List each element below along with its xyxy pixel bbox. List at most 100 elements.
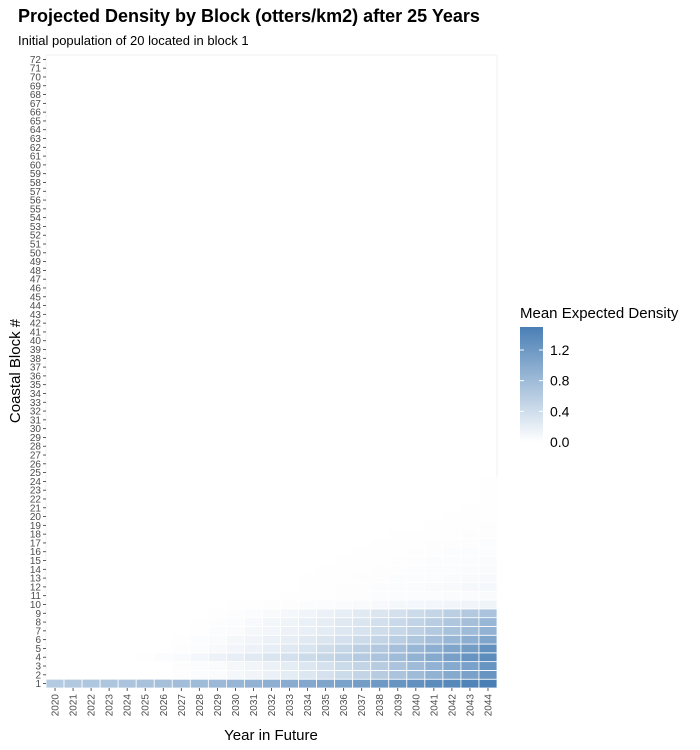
y-tick-label: 48: [30, 266, 42, 277]
heatmap-cell: [442, 511, 462, 522]
heatmap-cell: [298, 643, 317, 654]
heatmap-cell: [135, 652, 155, 663]
heatmap-cell: [352, 643, 372, 654]
heatmap-cell: [460, 546, 480, 557]
heatmap-cell: [424, 590, 444, 601]
heatmap-cell: [334, 599, 354, 610]
heatmap-cell: [460, 590, 480, 601]
heatmap-cell: [352, 661, 372, 671]
heatmap-cell: [225, 652, 245, 663]
heatmap-cell: [334, 670, 354, 680]
x-tick-label: 2024: [123, 694, 134, 717]
heatmap-cell: [478, 617, 498, 627]
heatmap-cell: [280, 599, 299, 610]
heatmap-cell: [442, 590, 462, 601]
x-tick-label: 2039: [393, 694, 404, 717]
heatmap-cell: [424, 573, 444, 583]
heatmap-cell: [370, 670, 390, 680]
heatmap-cell: [460, 520, 480, 531]
y-tick-label: 15: [30, 556, 42, 567]
y-tick-label: 5: [35, 644, 41, 655]
y-tick-label: 8: [35, 618, 41, 629]
heatmap-cell: [442, 573, 462, 583]
heatmap-cell: [189, 634, 209, 645]
heatmap-cell: [262, 634, 281, 645]
y-tick-label: 55: [30, 204, 42, 215]
heatmap-cell: [225, 599, 245, 610]
x-tick-label: 2038: [375, 694, 386, 717]
heatmap-cell: [225, 670, 245, 680]
heatmap-cell: [478, 599, 498, 610]
heatmap-cell: [388, 617, 408, 627]
heatmap-cell: [370, 599, 390, 610]
x-tick-label: 2043: [465, 694, 476, 717]
heatmap-cell: [388, 599, 408, 610]
heatmap-cell: [406, 661, 426, 671]
heatmap-cell: [280, 670, 299, 680]
heatmap-cell: [334, 626, 354, 636]
heatmap-cell: [225, 617, 245, 627]
heatmap-cell: [280, 661, 299, 671]
heatmap-cell: [442, 555, 462, 566]
heatmap-cell: [388, 652, 408, 663]
heatmap-cell: [478, 643, 498, 654]
heatmap-cell: [352, 564, 372, 575]
legend-title: Mean Expected Density: [520, 305, 679, 322]
heatmap-cell: [478, 678, 498, 689]
y-tick-label: 12: [30, 582, 42, 593]
heatmap-cell: [406, 634, 426, 645]
heatmap-cell: [207, 670, 227, 680]
heatmap-cell: [316, 564, 336, 575]
y-tick-label: 61: [30, 152, 42, 163]
heatmap-cell: [225, 678, 245, 689]
heatmap-cell: [280, 634, 299, 645]
y-tick-label: 11: [31, 591, 42, 602]
heatmap-cell: [478, 511, 498, 522]
heatmap-cell: [370, 626, 390, 636]
y-tick-label: 29: [30, 433, 42, 444]
y-tick-label: 28: [30, 442, 42, 453]
heatmap-cell: [460, 511, 480, 522]
heatmap-cell: [352, 555, 372, 566]
heatmap-cell: [262, 652, 281, 663]
heatmap-cell: [316, 661, 336, 671]
heatmap-cell: [171, 670, 191, 680]
heatmap-cell: [135, 678, 155, 689]
heatmap-cell: [388, 643, 408, 654]
heatmap-cell: [406, 608, 426, 619]
heatmap-cell: [442, 546, 462, 557]
y-tick-label: 34: [30, 389, 42, 400]
x-tick-label: 2044: [483, 694, 494, 717]
heatmap-cell: [424, 520, 444, 531]
y-tick-label: 21: [30, 503, 42, 514]
heatmap-cell: [316, 590, 336, 601]
heatmap-cell: [117, 678, 137, 689]
heatmap-cell: [460, 555, 480, 566]
heatmap-cell: [478, 546, 498, 557]
heatmap-cell: [262, 678, 281, 689]
heatmap-cell: [280, 652, 299, 663]
heatmap-cell: [280, 626, 299, 636]
heatmap-cell: [225, 661, 245, 671]
y-tick-label: 10: [30, 600, 42, 611]
heatmap-cell: [189, 678, 209, 689]
heatmap-cell: [298, 617, 317, 627]
x-tick-label: 2022: [87, 694, 98, 717]
y-tick-label: 45: [30, 292, 42, 303]
x-tick-label: 2036: [339, 694, 350, 717]
heatmap-cell: [388, 529, 408, 539]
heatmap-cell: [316, 634, 336, 645]
y-tick-label: 67: [30, 99, 42, 110]
heatmap-cell: [189, 670, 209, 680]
y-tick-label: 6: [35, 635, 41, 646]
heatmap-cell: [442, 599, 462, 610]
y-tick-label: 4: [35, 653, 41, 664]
y-tick-label: 20: [30, 512, 42, 523]
heatmap-cell: [406, 626, 426, 636]
heatmap-cell: [262, 626, 281, 636]
heatmap-cell: [370, 634, 390, 645]
heatmap-cell: [442, 608, 462, 619]
heatmap-cell: [298, 608, 317, 619]
heatmap-cell: [280, 643, 299, 654]
y-tick-label: 41: [30, 327, 42, 338]
